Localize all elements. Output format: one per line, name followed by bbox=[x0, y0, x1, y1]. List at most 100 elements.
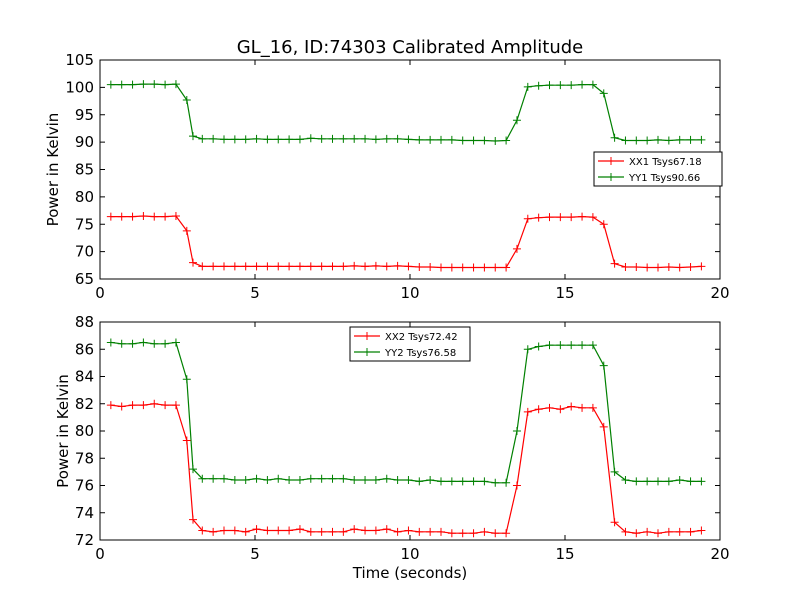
data-point bbox=[675, 527, 684, 536]
y-tick-label: 65 bbox=[75, 270, 94, 288]
plot-1: 0 5 10 15 20 65 70 75 80 85 90 95 100 105 Power in Kel… bbox=[44, 51, 730, 302]
y-tick-label: 85 bbox=[75, 161, 94, 179]
data-point bbox=[128, 401, 137, 410]
data-point bbox=[382, 525, 391, 534]
data-point bbox=[285, 476, 294, 485]
data-point bbox=[285, 262, 294, 271]
legend-label: XX2 Tsys72.42 bbox=[385, 332, 458, 343]
data-point bbox=[150, 339, 159, 348]
data-point bbox=[556, 213, 565, 222]
data-point bbox=[523, 82, 532, 91]
data-point bbox=[171, 212, 180, 221]
legend: XX2 Tsys72.42 YY2 Tsys76.58 bbox=[349, 326, 471, 362]
data-point bbox=[404, 135, 413, 144]
data-point bbox=[426, 476, 435, 485]
data-point bbox=[361, 526, 370, 535]
data-point bbox=[480, 263, 489, 272]
data-point bbox=[328, 527, 337, 536]
data-point bbox=[512, 481, 521, 490]
data-point bbox=[426, 527, 435, 536]
data-point bbox=[437, 477, 445, 486]
data-point bbox=[447, 477, 456, 486]
chart-title: GL_16, ID:74303 Calibrated Amplitude bbox=[237, 37, 584, 58]
data-point bbox=[610, 133, 619, 142]
data-point bbox=[189, 132, 197, 141]
data-point bbox=[621, 527, 630, 536]
data-point bbox=[534, 213, 543, 222]
data-point bbox=[664, 527, 673, 536]
data-point bbox=[654, 135, 662, 144]
y-tick-label: 105 bbox=[65, 51, 94, 69]
data-point bbox=[502, 136, 511, 145]
data-point bbox=[697, 526, 706, 535]
data-point bbox=[393, 261, 402, 270]
data-point bbox=[588, 80, 597, 89]
data-point bbox=[523, 214, 532, 223]
data-point bbox=[534, 405, 543, 414]
data-point bbox=[567, 402, 576, 411]
data-point bbox=[150, 80, 159, 89]
data-point bbox=[578, 403, 587, 412]
data-point bbox=[306, 262, 315, 271]
data-point bbox=[480, 477, 489, 486]
data-point bbox=[252, 262, 261, 271]
data-point bbox=[139, 401, 148, 410]
data-point bbox=[415, 262, 424, 271]
y-tick-label: 82 bbox=[75, 395, 94, 413]
data-point bbox=[643, 136, 652, 145]
data-point bbox=[306, 474, 315, 483]
data-point bbox=[295, 262, 304, 271]
data-point bbox=[491, 263, 500, 272]
data-point bbox=[567, 81, 576, 90]
data-point bbox=[263, 476, 272, 485]
data-point bbox=[426, 262, 435, 271]
data-point bbox=[480, 136, 489, 145]
y-tick-label: 78 bbox=[75, 449, 94, 467]
legend-marker bbox=[607, 173, 615, 181]
data-point bbox=[675, 476, 684, 485]
data-point bbox=[643, 527, 652, 536]
data-point bbox=[161, 339, 170, 348]
y-tick-label: 90 bbox=[75, 133, 94, 151]
data-point bbox=[491, 137, 500, 146]
data-point bbox=[182, 95, 191, 104]
data-point bbox=[502, 529, 511, 538]
data-point bbox=[632, 136, 641, 145]
data-point bbox=[545, 213, 554, 222]
data-point bbox=[274, 135, 283, 144]
data-point bbox=[502, 263, 511, 272]
x-tick-label: 0 bbox=[95, 545, 105, 563]
data-point bbox=[106, 80, 115, 89]
data-point bbox=[654, 529, 662, 538]
data-point bbox=[182, 226, 191, 235]
x-tick-label: 10 bbox=[400, 284, 419, 302]
data-point bbox=[161, 80, 170, 89]
data-point bbox=[371, 476, 380, 485]
legend-box bbox=[349, 326, 471, 362]
y-tick-label: 70 bbox=[75, 243, 94, 261]
data-point bbox=[610, 518, 619, 527]
data-point bbox=[534, 342, 543, 351]
data-point bbox=[361, 134, 370, 143]
data-point bbox=[632, 529, 641, 538]
data-point bbox=[469, 529, 478, 538]
data-point bbox=[556, 81, 565, 90]
data-point bbox=[621, 262, 630, 271]
y-tick-label: 75 bbox=[75, 215, 94, 233]
data-point bbox=[339, 262, 348, 271]
data-point bbox=[437, 527, 445, 536]
data-point bbox=[209, 527, 218, 536]
data-point bbox=[150, 399, 159, 408]
data-point bbox=[599, 361, 608, 370]
y-tick-label: 74 bbox=[75, 504, 94, 522]
data-point bbox=[306, 527, 315, 536]
data-point bbox=[437, 263, 445, 272]
data-point bbox=[578, 80, 587, 89]
data-point bbox=[295, 525, 304, 534]
data-point bbox=[556, 341, 565, 350]
data-point bbox=[686, 262, 695, 271]
data-point bbox=[252, 474, 261, 483]
